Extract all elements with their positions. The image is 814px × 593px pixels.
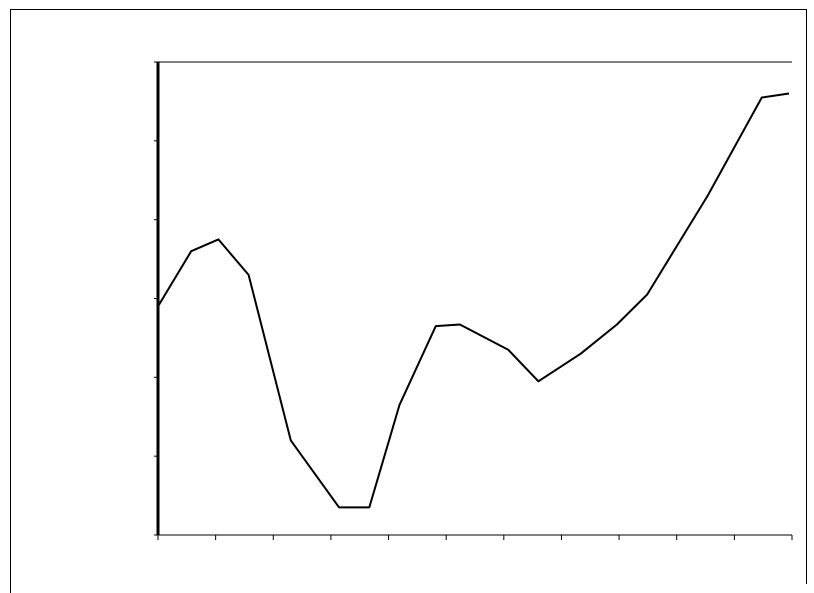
frame-edge bbox=[10, 580, 11, 593]
series-line bbox=[157, 92, 790, 509]
x-axis bbox=[157, 535, 793, 540]
series-layer bbox=[157, 92, 790, 509]
plot-area bbox=[156, 61, 792, 536]
y-axis bbox=[154, 61, 158, 536]
figure-frame bbox=[10, 9, 807, 584]
